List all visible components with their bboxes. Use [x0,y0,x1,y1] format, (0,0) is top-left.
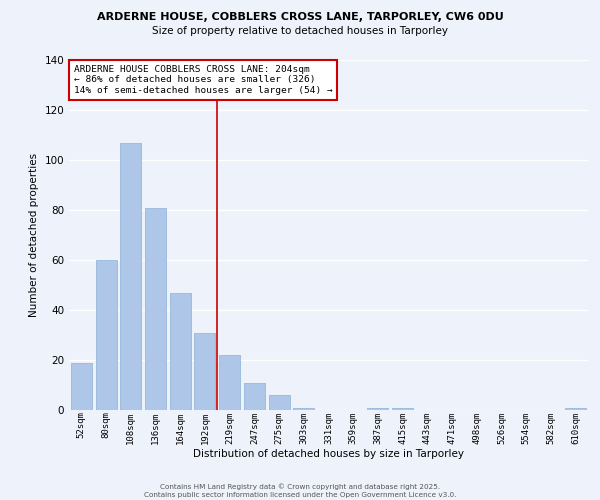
Text: ARDERNE HOUSE, COBBLERS CROSS LANE, TARPORLEY, CW6 0DU: ARDERNE HOUSE, COBBLERS CROSS LANE, TARP… [97,12,503,22]
Text: Contains HM Land Registry data © Crown copyright and database right 2025.
Contai: Contains HM Land Registry data © Crown c… [144,484,456,498]
Bar [269,395,290,410]
Bar [219,355,240,410]
Bar [71,362,92,410]
Bar [367,408,388,410]
Bar [293,408,314,410]
Bar [392,408,413,410]
Bar [120,142,141,410]
Text: ARDERNE HOUSE COBBLERS CROSS LANE: 204sqm
← 86% of detached houses are smaller (: ARDERNE HOUSE COBBLERS CROSS LANE: 204sq… [74,65,332,95]
Bar [565,408,586,410]
Bar [170,292,191,410]
Bar [244,382,265,410]
Bar [145,208,166,410]
Bar [95,260,116,410]
X-axis label: Distribution of detached houses by size in Tarporley: Distribution of detached houses by size … [193,449,464,459]
Bar [194,332,215,410]
Text: Size of property relative to detached houses in Tarporley: Size of property relative to detached ho… [152,26,448,36]
Y-axis label: Number of detached properties: Number of detached properties [29,153,39,317]
